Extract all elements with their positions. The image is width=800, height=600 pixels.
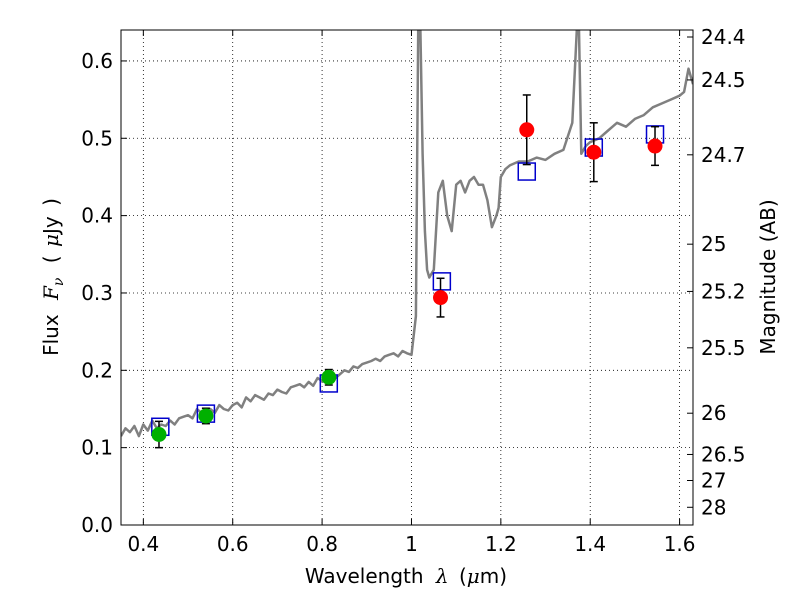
x-tick-label: 1.2: [485, 532, 517, 556]
x-tick-label: 1: [405, 532, 418, 556]
magnitude-tick-label: 24.5: [701, 68, 746, 92]
magnitude-tick-label: 28: [701, 495, 726, 519]
magnitude-tick-label: 24.7: [701, 143, 746, 167]
model-spectrum-layer: [121, 30, 693, 438]
x-tick-label: 0.4: [127, 532, 159, 556]
y-axis-label: Flux Fν ( μJy ): [39, 198, 68, 356]
infrared-data-point: [519, 122, 535, 138]
magnitude-tick-label: 24.4: [701, 25, 746, 49]
x-tick-label: 0.6: [217, 532, 249, 556]
y-tick-label: 0.4: [81, 204, 113, 228]
infrared-data-point: [647, 138, 663, 154]
y-tick-label: 0.5: [81, 126, 113, 150]
x-tick-label: 1.6: [664, 532, 696, 556]
y-tick-label: 0.0: [81, 513, 113, 537]
x-tick-label: 1.4: [574, 532, 606, 556]
y-tick-label: 0.1: [81, 436, 113, 460]
optical-data-point: [321, 369, 337, 385]
magnitude-tick-label: 27: [701, 468, 726, 492]
y-tick-label: 0.6: [81, 49, 113, 73]
observed-photometry-layer: [151, 94, 663, 449]
grid: [121, 30, 693, 526]
model-photometry-layer: [151, 125, 665, 437]
y-tick-label: 0.3: [81, 281, 113, 305]
magnitude-axis-label: Magnitude (AB): [756, 199, 780, 354]
model-photometry-box: [432, 272, 452, 291]
magnitude-tick-label: 26.5: [701, 442, 746, 466]
infrared-data-point: [433, 290, 449, 306]
axes: 0.4 0.6 0.8 1 1.2 1.4 1.6 0.0 0.1 0.2 0.3 0.4 0.5 0.6…: [81, 25, 745, 556]
infrared-data-point: [586, 144, 602, 160]
model-spectrum-line: [121, 30, 693, 438]
optical-data-point: [151, 427, 167, 443]
plot-frame: [120, 29, 694, 526]
x-tick-label: 0.8: [306, 532, 338, 556]
y-tick-label: 0.2: [81, 358, 113, 382]
optical-data-point: [198, 408, 214, 424]
model-photometry-box: [517, 162, 537, 181]
magnitude-tick-label: 26: [701, 401, 726, 425]
x-axis-label: Wavelength λ (μm): [305, 564, 507, 588]
magnitude-tick-label: 25.5: [701, 336, 746, 360]
magnitude-tick-label: 25: [701, 232, 726, 256]
magnitude-tick-label: 25.2: [701, 279, 746, 303]
